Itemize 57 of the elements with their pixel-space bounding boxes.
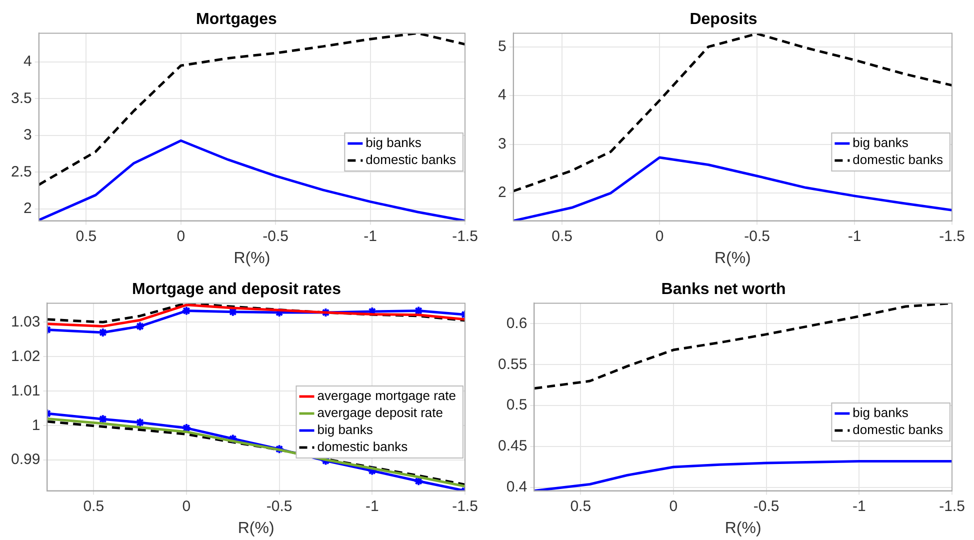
- legend-label: avergage mortgage rate: [317, 388, 456, 404]
- legend-label: big banks: [852, 405, 909, 420]
- x-tick-label: 0.5: [76, 228, 97, 245]
- y-tick-label: 0.5: [506, 396, 528, 414]
- x-axis-title: R(%): [714, 250, 751, 267]
- y-tick-label: 1.02: [10, 348, 40, 365]
- legend-label: big banks: [366, 135, 422, 150]
- y-tick-label: 3: [498, 135, 506, 152]
- x-axis-title: R(%): [238, 520, 274, 537]
- chart-title: Deposits: [690, 11, 758, 28]
- x-tick-label: -0.5: [744, 228, 770, 245]
- y-tick-label: 5: [498, 38, 506, 55]
- x-axis-title: R(%): [234, 250, 270, 267]
- y-tick-label: 2: [24, 200, 32, 218]
- legend-label: big banks: [317, 422, 374, 438]
- chart-title: Mortgage and deposit rates: [132, 281, 342, 298]
- y-tick-label: 2.5: [10, 163, 32, 180]
- x-tick-label: -1: [852, 498, 866, 515]
- x-tick-label: -1: [364, 228, 377, 245]
- x-tick-label: 0.5: [552, 228, 573, 245]
- x-tick-label: 0.5: [570, 498, 592, 515]
- x-tick-label: -1.5: [452, 228, 478, 245]
- legend-label: avergage deposit rate: [317, 405, 444, 420]
- y-tick-label: 1.01: [10, 382, 40, 400]
- x-tick-label: 0: [182, 498, 191, 515]
- y-tick-label: 2: [498, 184, 506, 202]
- x-tick-label: -1.5: [939, 228, 965, 245]
- x-tick-label: 0.5: [83, 498, 104, 515]
- x-tick-label: 0: [669, 498, 678, 515]
- x-axis-title: R(%): [724, 520, 762, 537]
- legend-label: big banks: [852, 135, 909, 150]
- legend-label: domestic banks: [852, 422, 944, 438]
- y-tick-label: 3: [24, 126, 32, 144]
- legend-label: domestic banks: [366, 152, 456, 168]
- x-tick-label: -0.5: [753, 498, 780, 515]
- y-tick-label: 0.4: [506, 478, 528, 496]
- legend-label: domestic banks: [317, 439, 408, 454]
- x-tick-label: 0: [176, 228, 186, 245]
- x-tick-label: -1: [848, 228, 862, 245]
- x-tick-label: -1.5: [939, 498, 965, 515]
- x-tick-label: -0.5: [262, 228, 289, 245]
- y-tick-label: 0.45: [498, 438, 528, 455]
- x-tick-label: -0.5: [266, 498, 292, 515]
- x-tick-label: -1.5: [452, 498, 478, 515]
- chart-title: Banks net worth: [661, 281, 786, 298]
- chart-title: Mortgages: [196, 11, 278, 28]
- y-tick-label: 1: [32, 416, 40, 434]
- x-tick-label: 0: [655, 228, 664, 245]
- y-tick-label: 4: [498, 86, 506, 104]
- x-tick-label: -1: [365, 498, 379, 515]
- legend-label: domestic banks: [852, 152, 944, 168]
- y-tick-label: 0.55: [498, 356, 528, 373]
- y-tick-label: 3.5: [10, 90, 32, 107]
- y-tick-label: 1.03: [10, 313, 40, 330]
- y-tick-label: 0.6: [506, 314, 528, 332]
- y-tick-label: 4: [24, 53, 32, 70]
- y-tick-label: 0.99: [10, 451, 40, 468]
